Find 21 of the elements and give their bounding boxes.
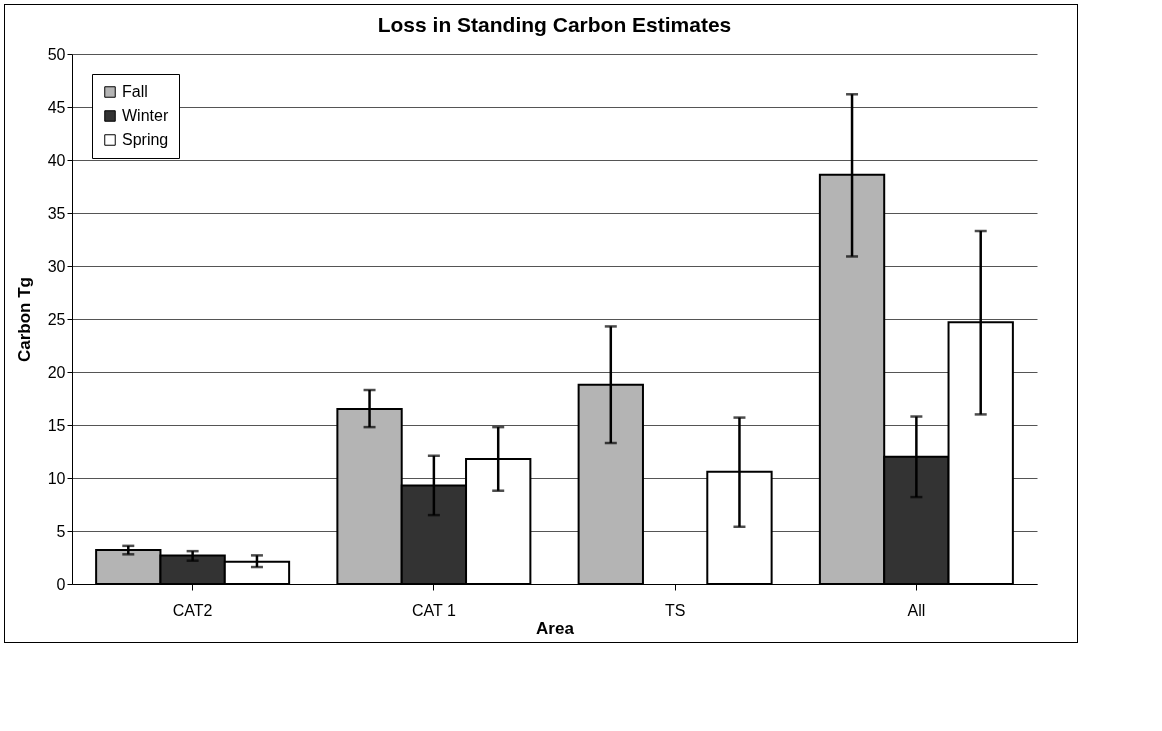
x-tick-label: CAT 1 [411,601,456,619]
legend-label: Spring [122,131,169,148]
y-tick-label: 0 [56,575,66,593]
y-tick-label: 25 [47,310,66,328]
y-tick-label: 20 [47,363,66,381]
x-tick-label: All [907,601,926,619]
y-tick-label: 35 [47,204,66,222]
x-tick-label: TS [664,601,686,619]
y-axis-title: Carbon Tg [14,277,34,362]
y-tick-label: 50 [47,45,66,63]
y-tick-label: 5 [56,522,66,540]
y-tick-label: 40 [47,151,66,169]
x-axis-title: Area [536,618,575,638]
y-tick-label: 15 [47,416,66,434]
y-tick-label: 10 [47,469,66,487]
y-tick-label: 45 [47,98,66,116]
legend-label: Winter [122,107,169,124]
chart-title: Loss in Standing Carbon Estimates [377,13,732,36]
y-tick-label: 30 [47,257,66,275]
x-tick-label: CAT2 [172,601,213,619]
legend-label: Fall [122,83,148,100]
